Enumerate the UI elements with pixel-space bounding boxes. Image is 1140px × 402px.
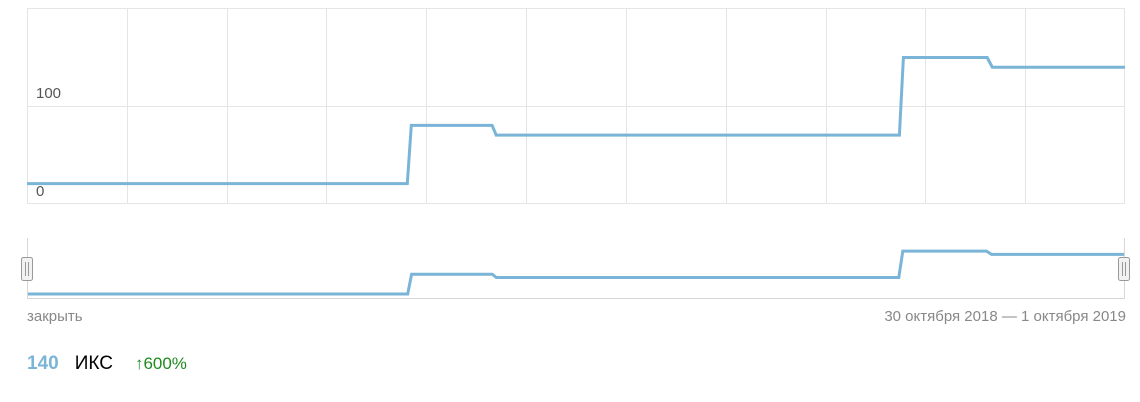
navigator-series-line [28,249,1124,296]
close-link[interactable]: закрыть [27,308,83,325]
navigator-right-handle[interactable] [1118,257,1130,281]
chart-grid [27,8,1125,204]
series-line [27,56,1125,186]
navigator-left-handle[interactable] [21,257,33,281]
iks-label: ИКС [74,353,113,374]
main-chart: 100 0 [27,8,1125,204]
iks-change: ↑600% [134,354,187,373]
summary-row: 140 ИКС ↑600% [27,353,187,377]
navigator-chart[interactable] [0,0,1140,305]
y-tick-label-0: 0 [36,183,44,200]
date-range: 30 октября 2018 — 1 октября 2019 [884,308,1126,325]
iks-value: 140 [27,353,59,374]
y-tick-label-100: 100 [36,85,61,102]
